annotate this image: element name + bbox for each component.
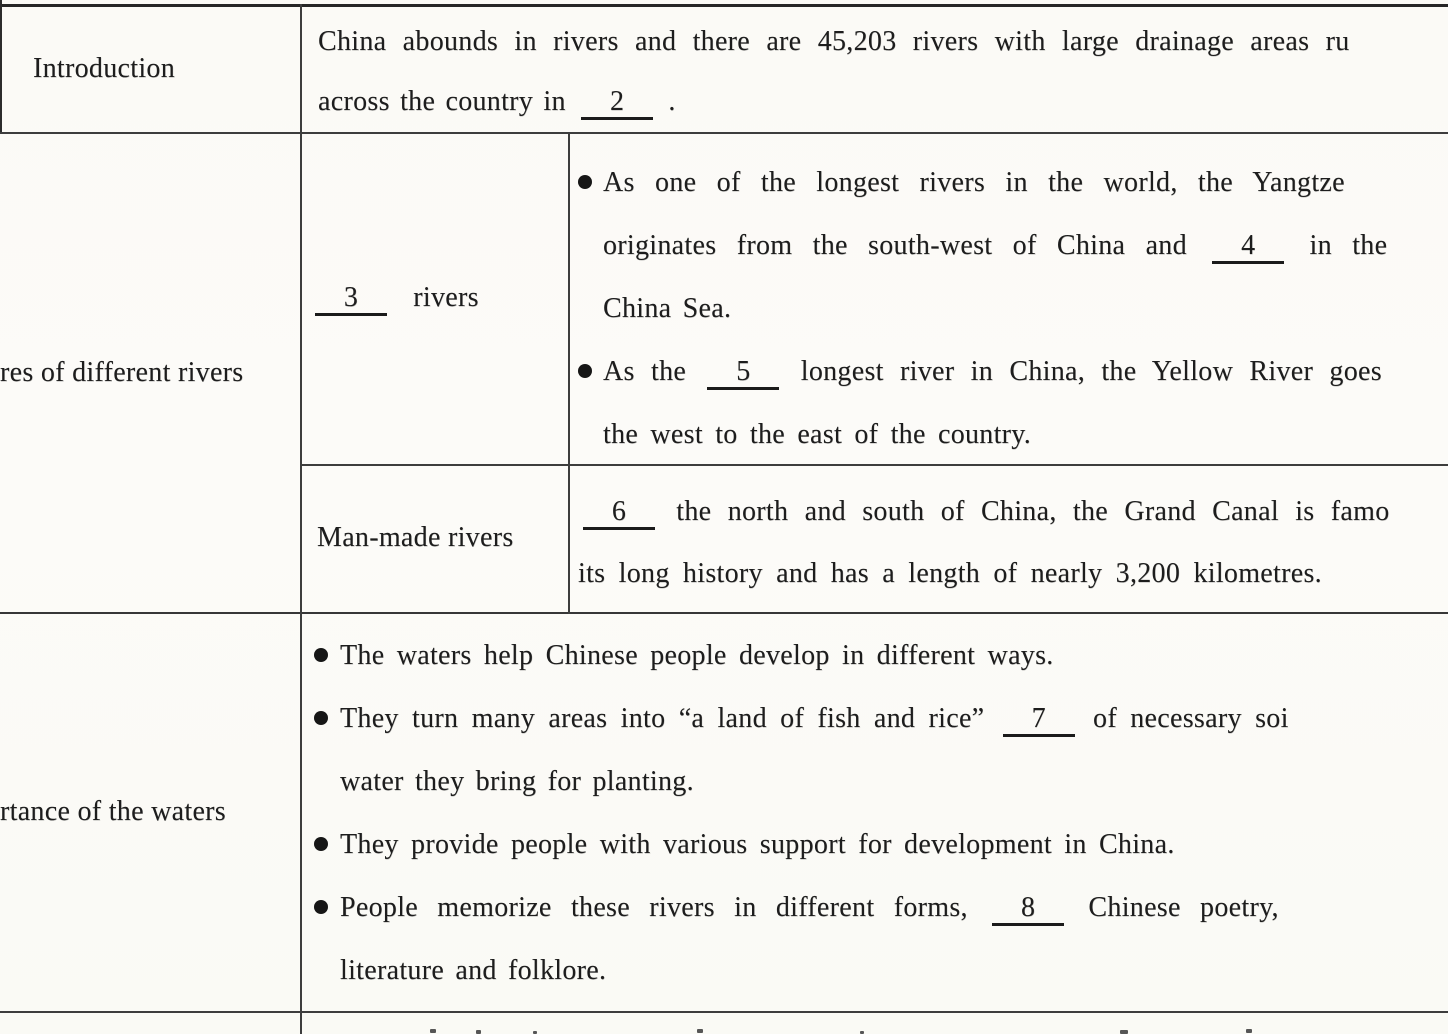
text-line: literature and folklore.	[340, 955, 607, 986]
fill-in-blank-4: 4	[1212, 230, 1285, 265]
text-line: originates from the south-west of China …	[603, 214, 1448, 277]
bullet-icon	[578, 364, 592, 378]
manmade-rivers-label: Man-made rivers	[317, 522, 514, 553]
text-line: China abounds in rivers and there are 45…	[318, 26, 1350, 57]
bullet-icon	[314, 648, 328, 662]
text-line: As the 5 longest river in China, the Yel…	[578, 340, 1448, 403]
fill-in-blank-8: 8	[992, 892, 1065, 927]
text-line: the west to the east of the country.	[603, 419, 1032, 450]
scan-artifact	[860, 1031, 864, 1034]
column-divider-inner	[568, 132, 570, 614]
bullet-icon	[314, 837, 328, 851]
text-line: China Sea.	[603, 293, 732, 324]
intro-label: Introduction	[33, 52, 176, 84]
scan-artifact	[430, 1029, 436, 1033]
row-divider-intro-features	[0, 132, 1448, 134]
fill-in-blank-5: 5	[707, 356, 780, 391]
cell-manmade-rivers-content: 6 the north and south of China, the Gran…	[570, 466, 1448, 610]
scan-artifact	[1120, 1030, 1128, 1034]
cell-importance-content: The waters help Chinese people develop i…	[300, 614, 1448, 1009]
text-line: People memorize these rivers in differen…	[314, 876, 1448, 939]
text-line: 6 the north and south of China, the Gran…	[578, 481, 1448, 543]
scan-artifact	[697, 1029, 703, 1033]
row-divider-importance-next	[0, 1011, 1448, 1013]
fill-in-blank-6: 6	[583, 496, 655, 531]
text-line: They provide people with various support…	[314, 813, 1448, 876]
bullet-icon	[314, 711, 328, 725]
features-label: res of different rivers	[0, 357, 244, 388]
column-divider-left	[300, 4, 302, 1034]
cell-intro-label: Introduction	[0, 7, 298, 130]
importance-label: rtance of the waters	[0, 795, 226, 827]
row-divider-natural-manmade	[300, 464, 1448, 466]
cell-manmade-rivers-label: Man-made rivers	[302, 466, 566, 610]
text-line: its long history and has a length of nea…	[578, 558, 1322, 589]
text-line: The waters help Chinese people develop i…	[314, 624, 1448, 687]
scan-artifact	[533, 1031, 537, 1034]
cell-importance-label: rtance of the waters	[0, 614, 298, 1009]
cell-natural-rivers-content: As one of the longest rivers in the worl…	[570, 134, 1448, 464]
text-line: They turn many areas into “a land of fis…	[314, 687, 1448, 750]
table-border-top	[0, 4, 1448, 7]
fill-in-blank-2: 2	[581, 86, 654, 121]
fill-in-blank-7: 7	[1002, 703, 1075, 738]
bullet-icon	[314, 900, 328, 914]
cell-intro-content: China abounds in rivers and there are 45…	[302, 5, 1448, 130]
row-divider-features-importance	[0, 612, 1448, 614]
text-line: water they bring for planting.	[340, 766, 694, 797]
text-line: across the country in 2 .	[318, 72, 1448, 130]
cell-features-label: res of different rivers	[0, 134, 298, 612]
fill-in-blank-3: 3	[315, 282, 387, 317]
table-border-left-fragment	[0, 0, 2, 134]
scan-artifact	[1246, 1029, 1252, 1033]
text-line: As one of the longest rivers in the worl…	[578, 151, 1448, 214]
cell-natural-rivers-label: 3 rivers	[302, 134, 566, 464]
text-line: 3 rivers	[310, 282, 479, 317]
bullet-icon	[578, 175, 592, 189]
scan-artifact	[476, 1030, 481, 1034]
